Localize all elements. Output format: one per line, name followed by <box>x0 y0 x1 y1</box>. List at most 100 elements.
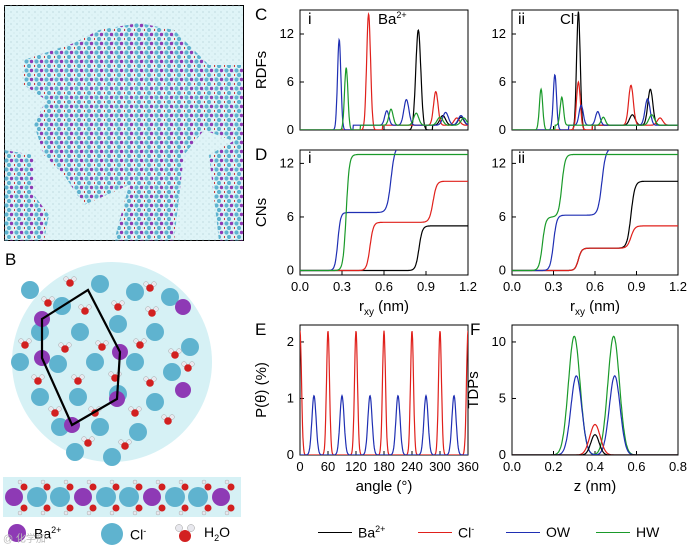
series-line-cl <box>512 423 678 455</box>
hydrogen-atom <box>161 414 167 420</box>
oxygen-atom <box>44 299 52 307</box>
oxygen-atom <box>84 439 92 447</box>
chart-c-i: 0 6 12 RDFs i <box>253 9 469 137</box>
oxygen-atom <box>43 483 51 491</box>
oxygen-atom <box>112 483 120 491</box>
hydrogen-atom <box>18 338 24 344</box>
hydrogen-atom <box>17 479 23 485</box>
cl-ion <box>96 487 116 507</box>
legend-ba-charge: 2+ <box>51 524 62 535</box>
oxygen-atom <box>204 483 212 491</box>
hydrogen-atom <box>168 348 174 354</box>
hydrogen-atom <box>169 414 175 420</box>
y-tick-label: 12 <box>492 26 506 41</box>
series-line-ow <box>512 375 678 455</box>
hydrogen-atom <box>78 304 84 310</box>
panel-label-f: F <box>470 320 481 339</box>
cl-ion <box>66 443 84 461</box>
curve-legend: Ba2+ Cl- OW HW <box>318 522 688 546</box>
x-tick-label: 1.2 <box>669 279 687 294</box>
y-tick-label: 0 <box>499 122 506 137</box>
hydrogen-atom <box>40 510 46 516</box>
plot-frame <box>299 9 469 131</box>
cl-ion <box>163 363 181 381</box>
cl-ion <box>165 487 185 507</box>
sub-panel-label: ii <box>518 150 525 167</box>
series-line-hw <box>300 67 468 130</box>
series-line-ba2 <box>300 29 468 130</box>
cl-ion <box>50 487 70 507</box>
oxygen-atom <box>227 483 235 491</box>
legend-label: HW <box>636 524 660 540</box>
series-line-hw <box>512 335 678 455</box>
cl-ion <box>181 338 199 356</box>
series-line-cl <box>300 12 468 130</box>
cl-ion <box>31 388 49 406</box>
hydrogen-atom <box>66 342 72 348</box>
hydrogen-atom <box>63 276 69 282</box>
ion-label-cl: Cl- <box>560 10 577 28</box>
y-tick-label: 0 <box>499 263 506 278</box>
y-tick-label: 0 <box>287 263 294 278</box>
hydrogen-atom <box>86 304 92 310</box>
oxygen-atom <box>136 341 144 349</box>
panel-label-c: C <box>255 5 268 24</box>
x-tick-label: 0.8 <box>669 459 687 474</box>
hydrogen-atom <box>201 479 207 485</box>
sub-panel-label: ii <box>518 11 525 28</box>
cl-ion-icon <box>101 523 123 545</box>
cl-ion <box>129 423 147 441</box>
curve-legend-item: HW <box>596 524 659 540</box>
legend-ba-ion: Ba2+ <box>6 522 61 544</box>
hydrogen-atom <box>109 479 115 485</box>
hydrogen-atom <box>79 374 85 380</box>
y-tick-label: 12 <box>280 26 294 41</box>
x-tick-label: 60 <box>321 459 335 474</box>
series-line-ow <box>300 37 468 130</box>
chart-f: 0.0 0.2 0.4 0.6 0.8 0 5 10 TDPs z (nm) <box>465 324 687 495</box>
y-tick-label: 2 <box>287 334 294 349</box>
x-axis-label: z (nm) <box>574 478 617 495</box>
ba-ion <box>212 488 230 506</box>
legend-h2o-h: H <box>204 523 215 540</box>
y-tick-label: 12 <box>280 155 294 170</box>
x-tick-label: 360 <box>457 459 479 474</box>
hydrogen-atom <box>201 510 207 516</box>
series-line-ow <box>512 150 610 272</box>
oxygen-atom <box>146 379 154 387</box>
x-tick-label: 1.2 <box>459 279 477 294</box>
panel-b-lattice-model <box>3 262 241 517</box>
panel-label-d: D <box>255 145 268 164</box>
oxygen-atom <box>21 341 29 349</box>
plot-frame <box>511 9 679 131</box>
hydrogen-atom <box>41 296 47 302</box>
legend-cl-text: Cl <box>130 526 144 543</box>
cl-ion <box>91 275 109 293</box>
hydrogen-atom <box>40 479 46 485</box>
cl-ion <box>91 418 109 436</box>
series-line-cl <box>300 330 468 455</box>
hydrogen-atom <box>26 338 32 344</box>
curve-legend-item: OW <box>506 524 570 540</box>
oxygen-atom <box>204 504 212 512</box>
x-tick-label: 0 <box>296 459 303 474</box>
hydrogen-atom <box>126 439 132 445</box>
x-tick-label: 240 <box>401 459 423 474</box>
oxygen-atom <box>148 309 156 317</box>
x-tick-label: 0.0 <box>503 279 521 294</box>
oxygen-atom <box>66 279 74 287</box>
series-line-ow <box>300 150 397 272</box>
oxygen-atom <box>131 409 139 417</box>
oxygen-atom <box>135 483 143 491</box>
oxygen-atom <box>171 351 179 359</box>
cl-ion <box>86 353 104 371</box>
oxygen-atom <box>43 504 51 512</box>
hydrogen-atom <box>143 376 149 382</box>
cl-ion <box>69 388 87 406</box>
cl-ion <box>126 283 144 301</box>
panel-label-b: B <box>5 250 17 269</box>
cl-ion <box>27 487 47 507</box>
oxygen-atom <box>66 483 74 491</box>
curve-legend-item: Cl- <box>418 524 474 541</box>
